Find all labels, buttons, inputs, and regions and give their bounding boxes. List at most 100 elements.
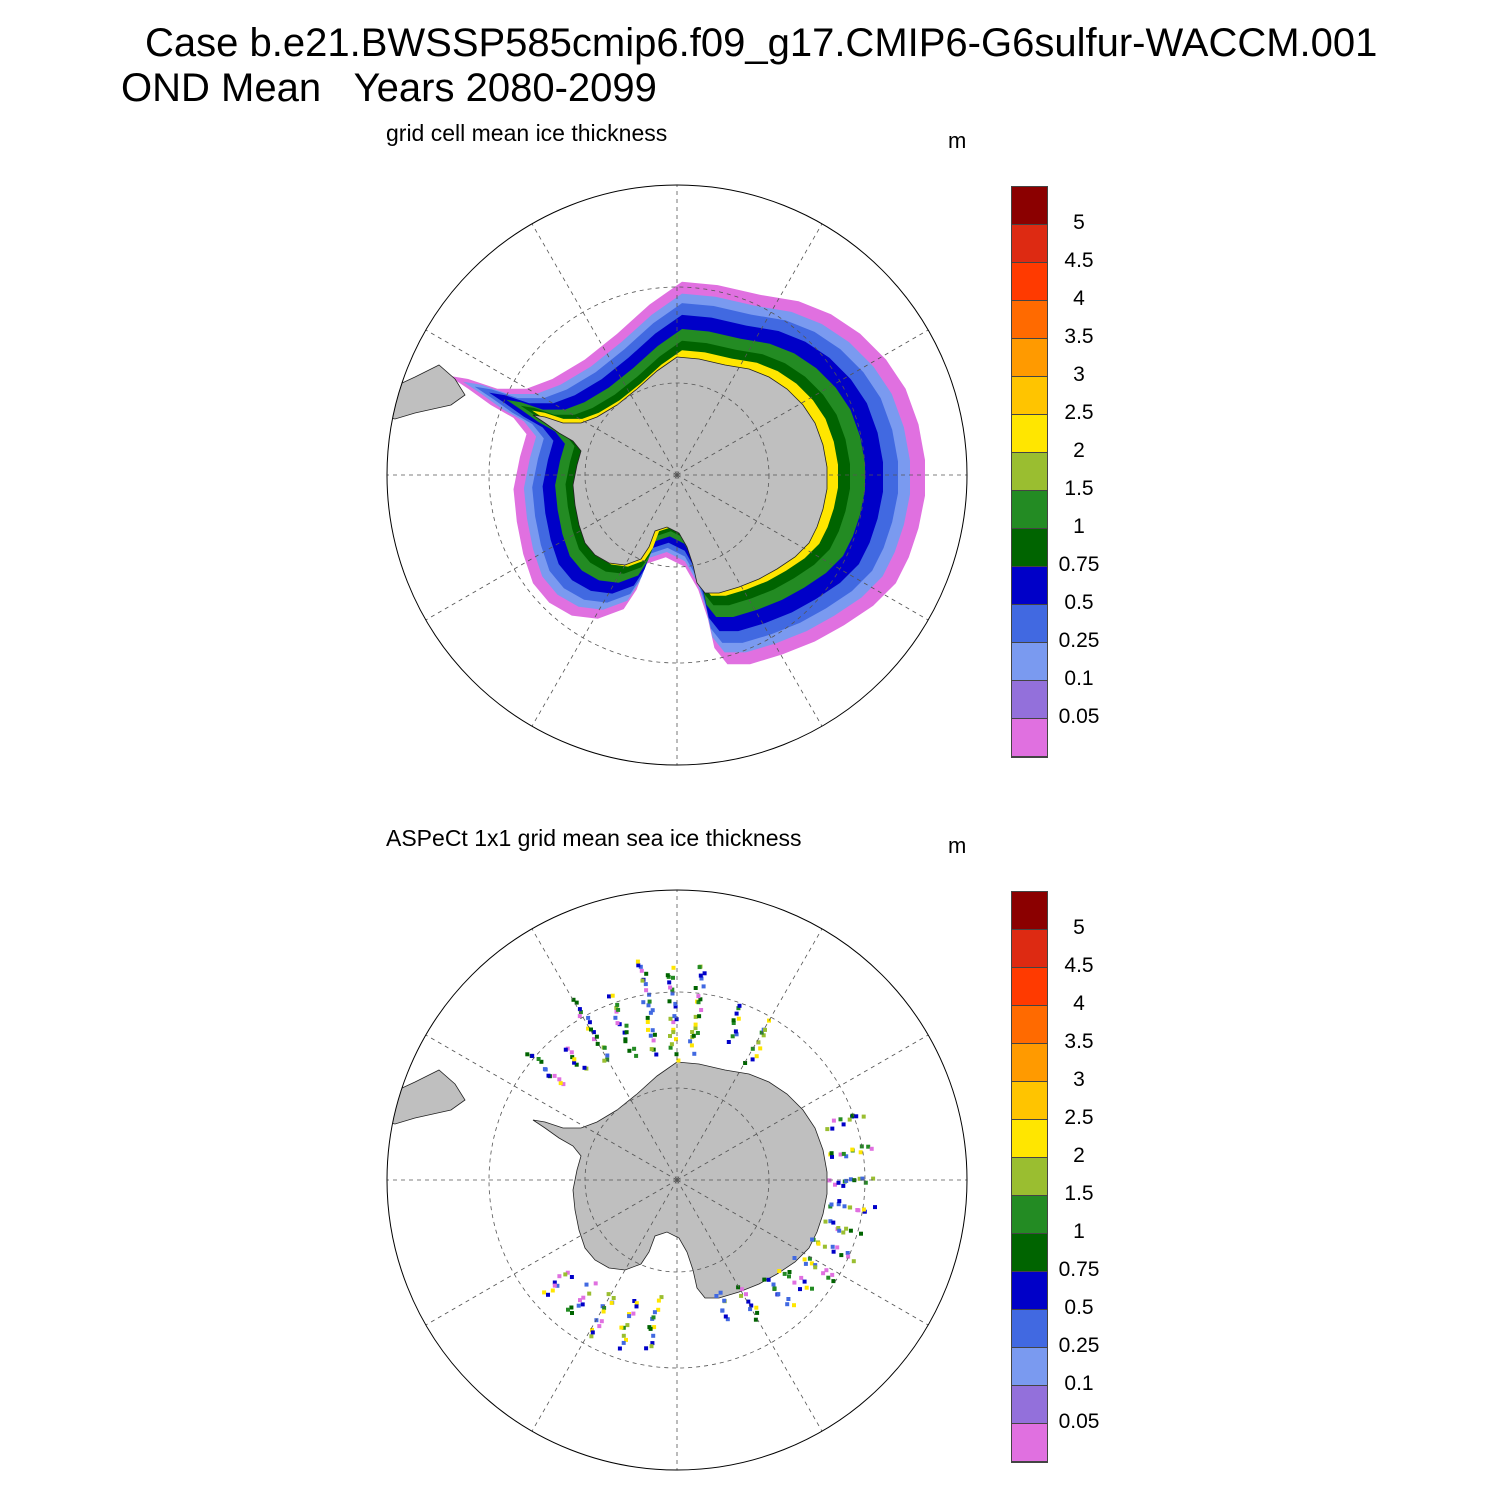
observation-cell bbox=[750, 1046, 755, 1051]
observation-cell bbox=[810, 1286, 814, 1291]
observation-cell bbox=[821, 1271, 826, 1276]
observation-cell bbox=[720, 1308, 725, 1313]
observation-cell bbox=[714, 1294, 719, 1298]
observation-cell bbox=[810, 1237, 815, 1242]
colorbar-label: 4.5 bbox=[1064, 249, 1094, 272]
observation-cell bbox=[647, 999, 652, 1004]
observation-cell bbox=[667, 980, 672, 985]
colorbar-swatch bbox=[1012, 339, 1047, 377]
observation-cell bbox=[647, 992, 652, 997]
observation-cell bbox=[830, 1126, 835, 1131]
observation-cell bbox=[836, 1202, 841, 1207]
observation-cell bbox=[862, 1209, 867, 1214]
observation-cell bbox=[671, 1020, 676, 1025]
observation-cell bbox=[569, 1050, 574, 1055]
observation-cell bbox=[804, 1285, 809, 1290]
colorbar-swatch bbox=[1012, 263, 1047, 301]
observation-cell bbox=[592, 1037, 596, 1042]
figure-title-line-1: Case b.e21.BWSSP585cmip6.f09_g17.CMIP6-G… bbox=[145, 21, 1378, 65]
observation-cell bbox=[536, 1057, 541, 1061]
observation-cell bbox=[574, 1000, 579, 1005]
observation-cell bbox=[610, 993, 615, 998]
colorbar-label: 3.5 bbox=[1064, 1030, 1094, 1053]
observation-cell bbox=[623, 1037, 628, 1042]
observation-cell bbox=[838, 1117, 843, 1122]
observation-cell bbox=[691, 1033, 696, 1038]
colorbar-label: 0.1 bbox=[1064, 1372, 1094, 1395]
observation-cell bbox=[816, 1241, 821, 1246]
observation-cell bbox=[692, 1051, 697, 1056]
observation-cell bbox=[670, 987, 675, 992]
colorbar-swatch bbox=[1012, 681, 1047, 719]
observation-cell bbox=[581, 1295, 586, 1300]
observation-cell bbox=[565, 1270, 570, 1275]
observation-cell bbox=[605, 1053, 610, 1058]
observation-cell bbox=[838, 1152, 843, 1157]
colorbar-label: 2 bbox=[1073, 1144, 1085, 1167]
observation-cell bbox=[799, 1275, 804, 1280]
observation-cell bbox=[591, 1030, 596, 1035]
colorbar-swatch bbox=[1012, 453, 1047, 491]
observation-cell bbox=[589, 1027, 593, 1032]
observation-cell bbox=[802, 1279, 807, 1284]
colorbar-swatch bbox=[1012, 930, 1047, 968]
observation-cell bbox=[823, 1219, 828, 1224]
colorbar-swatch bbox=[1012, 187, 1047, 225]
observation-cell bbox=[743, 1061, 748, 1065]
observation-cell bbox=[632, 1299, 637, 1303]
figure-title-line-2: OND Mean Years 2080-2099 bbox=[121, 66, 657, 110]
observation-cell bbox=[557, 1077, 562, 1082]
observation-cell bbox=[555, 1283, 560, 1288]
observation-cell bbox=[644, 988, 649, 993]
observation-cell bbox=[731, 1018, 736, 1023]
observation-cell bbox=[837, 1199, 842, 1204]
observation-cell bbox=[668, 1045, 673, 1050]
observation-cell bbox=[668, 1016, 673, 1021]
observation-cell bbox=[754, 1054, 759, 1059]
observation-cell bbox=[866, 1144, 871, 1149]
observation-cell bbox=[718, 1290, 723, 1295]
observation-cell bbox=[696, 994, 701, 999]
observation-cell bbox=[766, 1277, 771, 1282]
colorbar-label: 1 bbox=[1073, 515, 1085, 538]
colorbar-swatch bbox=[1012, 1310, 1047, 1348]
observation-cell bbox=[590, 1328, 594, 1332]
colorbar-label: 4 bbox=[1073, 287, 1085, 310]
colorbar-swatch bbox=[1012, 892, 1047, 930]
observation-cell bbox=[689, 1043, 694, 1048]
observation-cell bbox=[639, 968, 644, 973]
observation-cell bbox=[646, 1027, 650, 1032]
observation-cell bbox=[861, 1207, 866, 1212]
observation-cell bbox=[753, 1317, 758, 1322]
observation-cell bbox=[841, 1122, 846, 1127]
observation-cell bbox=[530, 1053, 535, 1058]
observation-cell bbox=[699, 1008, 704, 1012]
colorbar-label: 2.5 bbox=[1064, 1106, 1094, 1129]
observation-cell bbox=[848, 1177, 853, 1182]
observation-cell bbox=[582, 1065, 587, 1070]
observation-cell bbox=[676, 1058, 681, 1063]
observation-cell bbox=[648, 1033, 653, 1038]
observation-cell bbox=[829, 1202, 834, 1207]
observation-cell bbox=[624, 1337, 628, 1342]
observation-cell bbox=[611, 1296, 616, 1300]
observation-cell bbox=[593, 1281, 598, 1286]
observation-cell bbox=[730, 1034, 735, 1039]
observation-cell bbox=[650, 1341, 655, 1346]
observation-cell bbox=[648, 1010, 653, 1015]
observation-cell bbox=[615, 1002, 620, 1007]
colorbar-label: 1.5 bbox=[1064, 477, 1094, 500]
observation-cell bbox=[651, 1333, 656, 1338]
observation-cell bbox=[792, 1303, 796, 1308]
colorbar-swatch bbox=[1012, 1158, 1047, 1196]
observation-cell bbox=[552, 1283, 557, 1288]
observation-cell bbox=[831, 1279, 836, 1284]
observation-cell bbox=[636, 963, 641, 968]
observation-cell bbox=[736, 1016, 741, 1021]
observation-cell bbox=[576, 1303, 581, 1308]
observation-cell bbox=[828, 1219, 833, 1224]
observation-cell bbox=[577, 1007, 582, 1012]
observation-cell bbox=[631, 1311, 636, 1316]
observation-cell bbox=[807, 1256, 812, 1261]
